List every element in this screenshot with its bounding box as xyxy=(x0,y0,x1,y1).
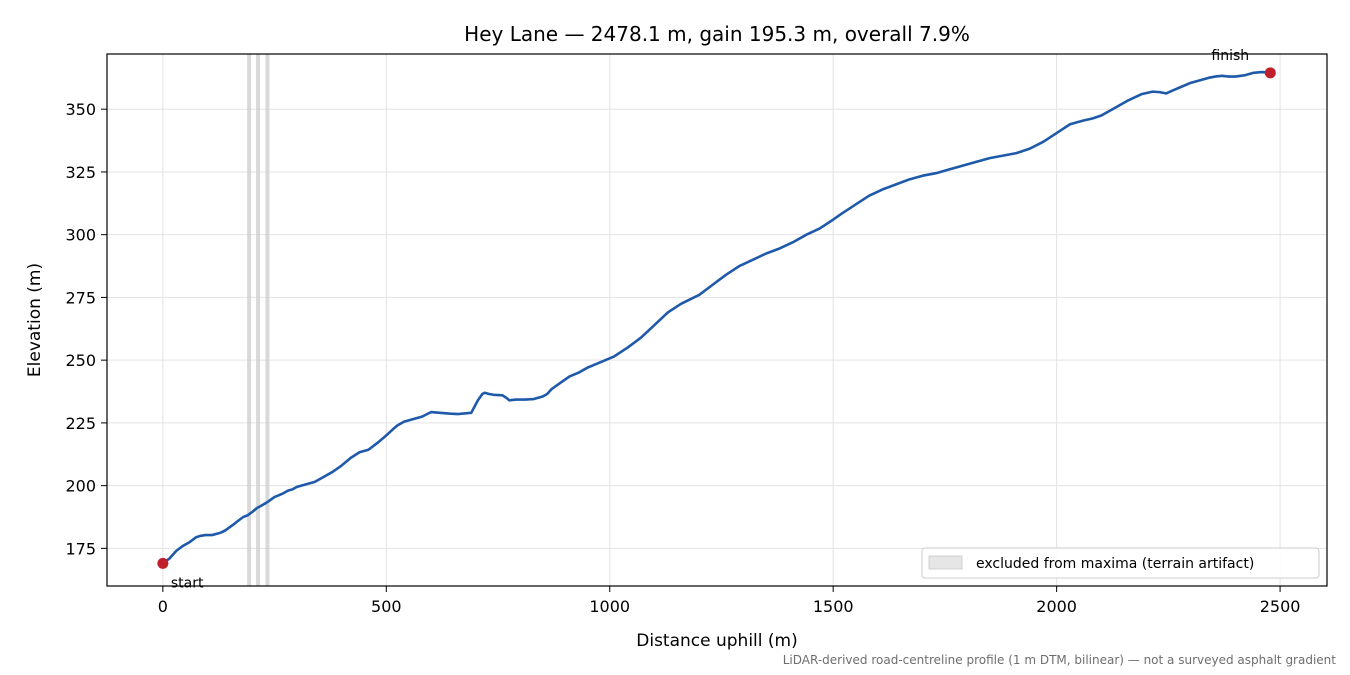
x-tick-label: 1500 xyxy=(813,597,854,616)
x-tick-label: 2500 xyxy=(1260,597,1301,616)
start-label: start xyxy=(171,575,204,591)
legend-swatch xyxy=(928,555,963,570)
y-tick-label: 325 xyxy=(65,163,96,182)
elevation-line xyxy=(161,70,1272,565)
excluded-band xyxy=(265,54,270,586)
finish-label: finish xyxy=(1211,48,1249,64)
y-tick-label: 225 xyxy=(65,414,96,433)
x-tick-label: 1000 xyxy=(589,597,630,616)
excluded-bands xyxy=(247,54,270,586)
x-tick-label: 0 xyxy=(158,597,168,616)
plot-frame xyxy=(106,53,1328,587)
legend: excluded from maxima (terrain artifact) xyxy=(921,547,1320,579)
y-axis-ticks: 175 200 225 250 275 300 325 350 xyxy=(65,100,107,558)
excluded-band xyxy=(247,54,252,586)
finish-marker xyxy=(1264,67,1276,79)
legend-box xyxy=(921,547,1320,579)
y-tick-label: 275 xyxy=(65,288,96,307)
y-tick-label: 350 xyxy=(65,100,96,119)
y-tick-label: 300 xyxy=(65,226,96,245)
x-axis-label: Distance uphill (m) xyxy=(636,631,797,651)
legend-label: excluded from maxima (terrain artifact) xyxy=(976,556,1254,572)
footnote: LiDAR-derived road-centreline profile (1… xyxy=(783,653,1337,667)
y-axis-label: Elevation (m) xyxy=(25,263,45,377)
x-axis-ticks: 0 500 1000 1500 2000 2500 xyxy=(158,586,1301,616)
start-marker xyxy=(157,557,169,569)
y-tick-label: 175 xyxy=(65,539,96,558)
excluded-band xyxy=(256,54,261,586)
x-tick-label: 2000 xyxy=(1036,597,1077,616)
series-layer xyxy=(161,70,1272,565)
x-tick-label: 500 xyxy=(371,597,402,616)
chart-title: Hey Lane — 2478.1 m, gain 195.3 m, overa… xyxy=(464,22,970,46)
y-tick-label: 200 xyxy=(65,477,96,496)
y-tick-label: 250 xyxy=(65,351,96,370)
gridlines xyxy=(107,54,1327,586)
endpoint-markers: start finish xyxy=(157,48,1276,591)
